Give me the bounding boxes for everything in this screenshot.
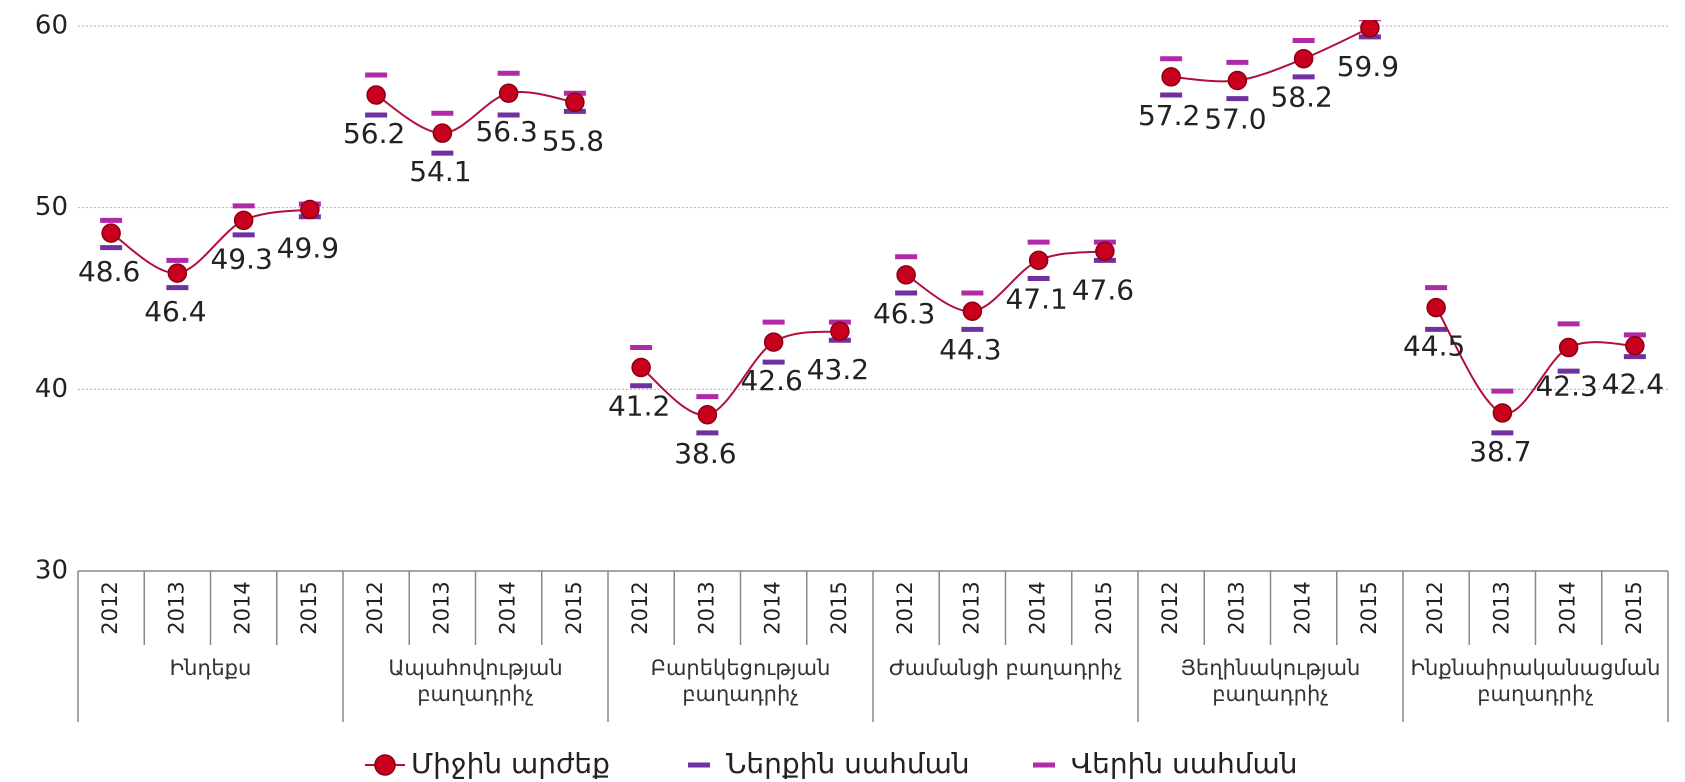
data-label: 38.6 <box>674 437 736 470</box>
data-label: 44.5 <box>1403 330 1465 363</box>
mean-line <box>640 330 841 416</box>
mean-line <box>375 91 576 135</box>
mean-marker <box>1625 335 1645 356</box>
mean-marker <box>1293 48 1314 69</box>
x-tick-label: 2014 <box>231 581 255 634</box>
y-tick-label: 50 <box>35 192 68 222</box>
x-tick-label: 2012 <box>893 581 917 634</box>
mean-marker <box>1028 250 1049 271</box>
data-label: 46.4 <box>144 295 206 328</box>
x-tick-label: 2014 <box>1291 581 1315 634</box>
mean-marker <box>565 92 585 113</box>
group-label: Ինքնաիրականացման բաղադրիչ <box>1410 656 1661 706</box>
group-label: Ինդեքս <box>169 656 252 680</box>
x-tick-label: 2013 <box>694 581 718 634</box>
x-tick-label: 2013 <box>1224 581 1248 634</box>
data-label: 59.9 <box>1337 50 1399 83</box>
data-label: 43.2 <box>807 353 869 386</box>
data-label: 54.1 <box>409 155 471 188</box>
y-tick-label: 40 <box>35 374 68 404</box>
x-tick-label: 2013 <box>429 581 453 634</box>
mean-marker <box>1360 20 1380 38</box>
x-tick-label: 2015 <box>1357 581 1381 634</box>
x-tick-label: 2014 <box>1026 581 1050 634</box>
x-tick-label: 2013 <box>1489 581 1513 634</box>
x-tick-label: 2015 <box>827 581 851 634</box>
mean-marker <box>631 357 651 378</box>
mean-line <box>1435 307 1635 415</box>
data-label: 47.1 <box>1005 282 1067 315</box>
x-tick-label: 2012 <box>628 581 652 634</box>
mean-marker <box>498 83 519 103</box>
data-label: 49.3 <box>210 242 272 275</box>
mean-marker <box>300 199 320 220</box>
data-label: 49.9 <box>277 231 339 264</box>
y-tick-label: 60 <box>35 11 68 41</box>
data-label: 58.2 <box>1270 81 1332 114</box>
legend-label: Վերին սահման <box>1071 747 1298 780</box>
mean-marker <box>763 332 784 352</box>
mean-marker <box>101 223 121 243</box>
mean-marker <box>962 301 983 321</box>
data-label: 46.3 <box>873 297 935 330</box>
x-tick-label: 2012 <box>1423 581 1447 634</box>
mean-marker <box>697 405 718 425</box>
mean-marker <box>233 210 254 231</box>
legend-label: Միջին արժեք <box>411 747 610 780</box>
mean-marker <box>167 263 188 283</box>
x-tick-label: 2013 <box>164 581 188 634</box>
data-label: 47.6 <box>1072 273 1134 306</box>
x-tick-label: 2014 <box>761 581 785 634</box>
x-tick-label: 2015 <box>1622 581 1646 634</box>
legend-marker <box>374 754 396 776</box>
mean-marker <box>366 85 386 105</box>
data-label: 55.8 <box>542 124 604 157</box>
x-tick-label: 2014 <box>1556 581 1580 634</box>
x-tick-label: 2015 <box>297 581 321 634</box>
data-label: 56.2 <box>343 117 405 150</box>
data-label: 41.2 <box>608 390 670 423</box>
mean-marker <box>1095 241 1115 262</box>
mean-marker <box>1426 297 1446 318</box>
group-label: Բարեկեցության բաղադրիչ <box>650 656 831 706</box>
mean-line <box>1171 26 1371 83</box>
data-label: 56.3 <box>475 115 537 148</box>
mean-marker <box>1558 337 1579 358</box>
group-label: Յեղինակության բաղադրիչ <box>1180 656 1361 706</box>
data-label: 38.7 <box>1469 435 1531 468</box>
data-label: 57.0 <box>1204 103 1266 136</box>
x-tick-label: 2012 <box>1158 581 1182 634</box>
mean-marker <box>432 123 453 143</box>
group-label: Ապահովության բաղադրիչ <box>388 656 563 706</box>
y-tick-label: 30 <box>35 556 68 586</box>
data-label: 48.6 <box>78 255 140 288</box>
mean-marker <box>1161 67 1181 87</box>
data-label: 44.3 <box>939 333 1001 366</box>
x-tick-label: 2013 <box>959 581 983 634</box>
x-tick-label: 2012 <box>98 581 122 634</box>
mean-marker <box>1227 70 1248 91</box>
mean-marker <box>896 265 916 285</box>
x-tick-label: 2015 <box>562 581 586 634</box>
data-label: 42.3 <box>1535 370 1597 403</box>
mean-line <box>110 208 311 275</box>
plot-area <box>100 20 1646 436</box>
mean-marker <box>830 321 850 341</box>
x-tick-label: 2012 <box>363 581 387 634</box>
x-tick-label: 2015 <box>1092 581 1116 634</box>
mean-line <box>905 250 1106 313</box>
legend-label: Ներքին սահման <box>726 747 970 780</box>
mean-marker <box>1492 403 1513 423</box>
data-label: 42.6 <box>740 364 802 397</box>
group-label: Ժամանցի բաղադրիչ <box>888 656 1123 680</box>
x-tick-label: 2014 <box>496 581 520 634</box>
data-label: 42.4 <box>1602 368 1664 401</box>
data-label: 57.2 <box>1138 99 1200 132</box>
